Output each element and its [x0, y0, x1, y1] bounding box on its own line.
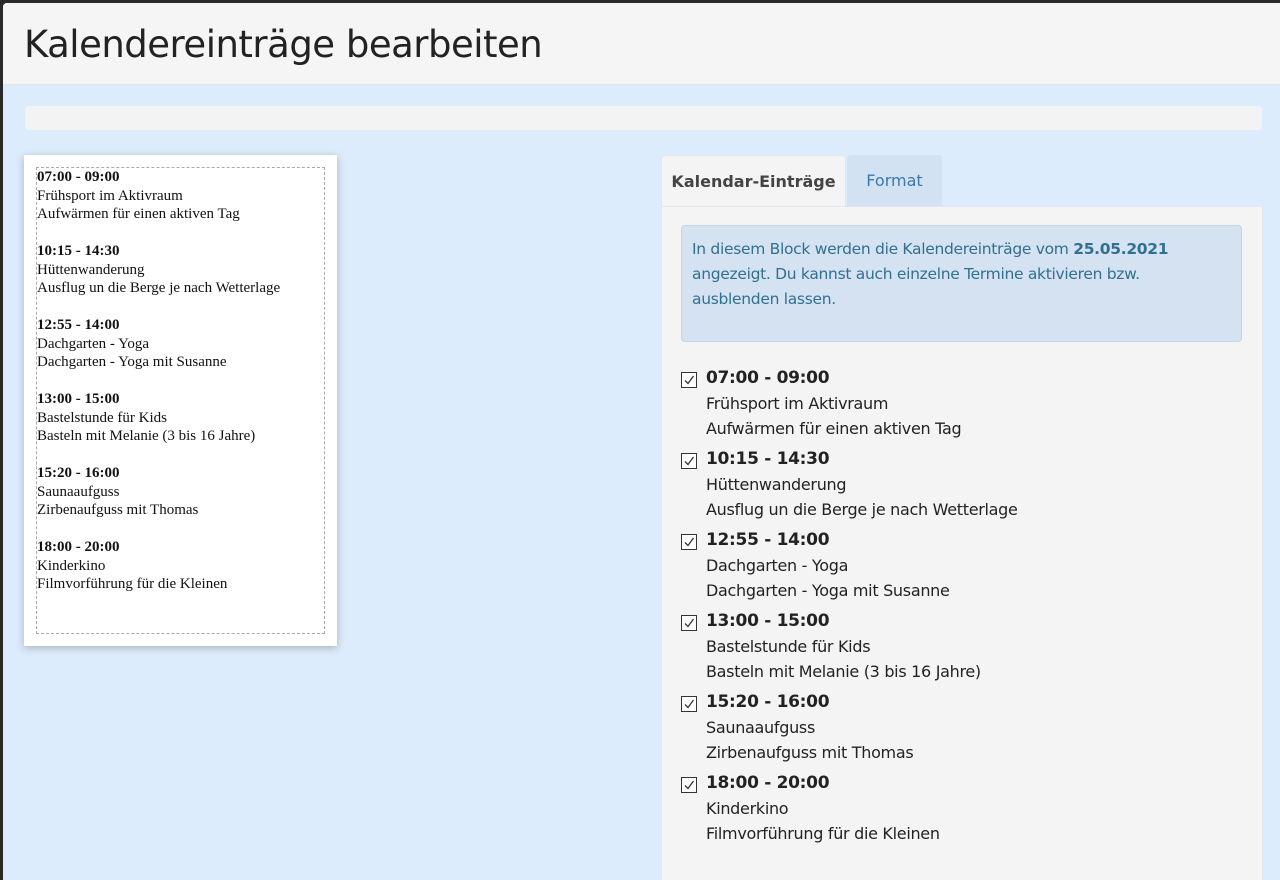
entry-title: Bastelstunde für Kids	[706, 637, 871, 656]
toolbar-bar	[25, 106, 1262, 130]
entry-time: 07:00 - 09:00	[706, 368, 830, 388]
entry-list: 07:00 - 09:00 Frühsport im Aktivraum Auf…	[681, 366, 1018, 852]
entry-checkbox[interactable]	[681, 372, 697, 388]
entry-title: Frühsport im Aktivraum	[706, 394, 889, 413]
entry-checkbox[interactable]	[681, 696, 697, 712]
entry-title: Kinderkino	[706, 799, 789, 818]
preview-entry-time: 07:00 - 09:00	[37, 169, 120, 185]
tab-format[interactable]: Format	[847, 155, 942, 207]
calendar-entries-panel: In diesem Block werden die Kalendereintr…	[661, 206, 1263, 880]
preview-entry-time: 10:15 - 14:30	[37, 243, 120, 259]
list-item: 07:00 - 09:00 Frühsport im Aktivraum Auf…	[681, 366, 1018, 447]
checkmark-icon	[684, 537, 695, 547]
preview-entry-title: Frühsport im Aktivraum	[37, 187, 183, 204]
list-item: 12:55 - 14:00 Dachgarten - Yoga Dachgart…	[681, 528, 1018, 609]
list-item: 13:00 - 15:00 Bastelstunde für Kids Bast…	[681, 609, 1018, 690]
preview-entry-title: Saunaaufguss	[37, 483, 120, 500]
preview-entry: 15:20 - 16:00 Saunaaufguss Zirbenaufguss…	[37, 464, 324, 520]
preview-entry-time: 15:20 - 16:00	[37, 465, 120, 481]
preview-entry-title: Dachgarten - Yoga	[37, 335, 150, 352]
dialog-header: Kalendereinträge bearbeiten	[3, 3, 1280, 85]
entry-title: Dachgarten - Yoga	[706, 556, 849, 575]
preview-entry-title: Kinderkino	[37, 557, 106, 574]
preview-entry-time: 12:55 - 14:00	[37, 317, 120, 333]
list-item: 15:20 - 16:00 Saunaaufguss Zirbenaufguss…	[681, 690, 1018, 771]
entry-time: 12:55 - 14:00	[706, 530, 830, 550]
entry-checkbox[interactable]	[681, 615, 697, 631]
calendar-preview: 07:00 - 09:00 Frühsport im Aktivraum Auf…	[24, 155, 337, 646]
preview-entry-time: 13:00 - 15:00	[37, 391, 120, 407]
preview-entry: 12:55 - 14:00 Dachgarten - Yoga Dachgart…	[37, 316, 324, 372]
preview-entry-title: Bastelstunde für Kids	[37, 409, 167, 426]
preview-entry-description: Zirbenaufguss mit Thomas	[37, 502, 199, 518]
entry-checkbox[interactable]	[681, 777, 697, 793]
entry-description: Basteln mit Melanie (3 bis 16 Jahre)	[706, 662, 981, 681]
page-title: Kalendereinträge bearbeiten	[24, 23, 543, 66]
preview-entry: 10:15 - 14:30 Hüttenwanderung Ausflug un…	[37, 242, 324, 298]
checkmark-icon	[684, 456, 695, 466]
entry-time: 10:15 - 14:30	[706, 449, 830, 469]
tab-calendar-entries[interactable]: Kalendar-Einträge	[661, 155, 846, 208]
preview-entry-description: Filmvorführung für die Kleinen	[37, 576, 228, 592]
edit-calendar-dialog: Kalendereinträge bearbeiten 07:00 - 09:0…	[3, 3, 1280, 880]
info-text-before: In diesem Block werden die Kalendereintr…	[692, 240, 1074, 258]
preview-entry-title: Hüttenwanderung	[37, 261, 145, 278]
entry-time: 13:00 - 15:00	[706, 611, 830, 631]
list-item: 10:15 - 14:30 Hüttenwanderung Ausflug un…	[681, 447, 1018, 528]
info-alert: In diesem Block werden die Kalendereintr…	[681, 225, 1242, 342]
preview-entry-time: 18:00 - 20:00	[37, 539, 120, 555]
entry-description: Aufwärmen für einen aktiven Tag	[706, 419, 962, 438]
entry-description: Dachgarten - Yoga mit Susanne	[706, 581, 950, 600]
preview-entry: 07:00 - 09:00 Frühsport im Aktivraum Auf…	[37, 168, 324, 224]
entry-checkbox[interactable]	[681, 453, 697, 469]
entry-title: Saunaaufguss	[706, 718, 815, 737]
entry-time: 18:00 - 20:00	[706, 773, 830, 793]
preview-content: 07:00 - 09:00 Frühsport im Aktivraum Auf…	[36, 167, 325, 634]
info-date: 25.05.2021	[1073, 240, 1169, 258]
list-item: 18:00 - 20:00 Kinderkino Filmvorführung …	[681, 771, 1018, 852]
preview-entry: 18:00 - 20:00 Kinderkino Filmvorführung …	[37, 538, 324, 594]
checkmark-icon	[684, 618, 695, 628]
checkmark-icon	[684, 699, 695, 709]
preview-entry-description: Ausflug un die Berge je nach Wetterlage	[37, 280, 281, 296]
preview-entry-description: Dachgarten - Yoga mit Susanne	[37, 354, 227, 370]
info-text-after: angezeigt. Du kannst auch einzelne Termi…	[692, 265, 1140, 308]
entry-description: Filmvorführung für die Kleinen	[706, 824, 940, 843]
entry-description: Zirbenaufguss mit Thomas	[706, 743, 914, 762]
entry-title: Hüttenwanderung	[706, 475, 847, 494]
checkmark-icon	[684, 375, 695, 385]
preview-entry: 13:00 - 15:00 Bastelstunde für Kids Bast…	[37, 390, 324, 446]
checkmark-icon	[684, 780, 695, 790]
entry-time: 15:20 - 16:00	[706, 692, 830, 712]
entry-checkbox[interactable]	[681, 534, 697, 550]
preview-entry-description: Basteln mit Melanie (3 bis 16 Jahre)	[37, 428, 256, 444]
entry-description: Ausflug un die Berge je nach Wetterlage	[706, 500, 1018, 519]
preview-entry-description: Aufwärmen für einen aktiven Tag	[37, 206, 240, 222]
